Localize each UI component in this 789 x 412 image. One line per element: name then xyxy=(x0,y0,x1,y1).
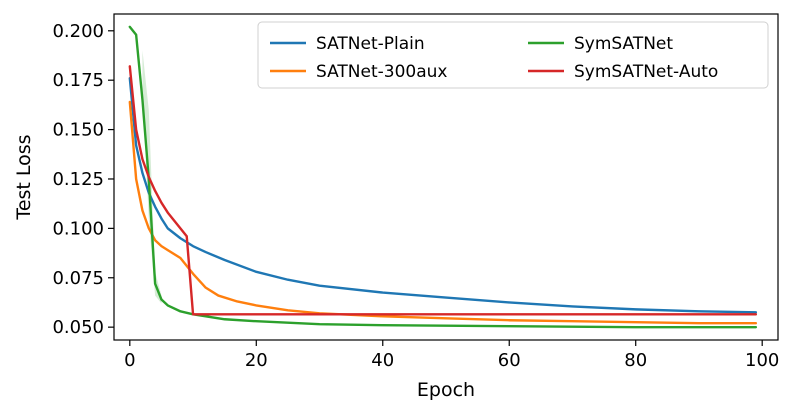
x-tick-label: 20 xyxy=(245,350,268,371)
y-axis-label: Test Loss xyxy=(13,134,35,220)
y-tick-label: 0.150 xyxy=(52,120,104,141)
y-tick-label: 0.100 xyxy=(52,218,104,239)
x-tick-label: 60 xyxy=(498,350,521,371)
symsatnet-line xyxy=(128,25,758,329)
x-tick-label: 0 xyxy=(124,350,135,371)
plot-area-frame xyxy=(113,13,779,341)
y-tick-label: 0.200 xyxy=(52,21,104,42)
y-tick-label: 0.050 xyxy=(52,317,104,338)
y-tick-label: 0.175 xyxy=(52,70,104,91)
x-tick-label: 100 xyxy=(745,350,779,371)
y-tick-label: 0.075 xyxy=(52,268,104,289)
series-lines xyxy=(128,25,758,329)
symsatnet-legend-label: SymSATNet xyxy=(574,34,673,54)
satnet-plain-legend-label: SATNet-Plain xyxy=(316,34,425,54)
satnet-plain-line xyxy=(128,77,758,314)
x-axis: 0 20 40 60 80 100 xyxy=(124,340,779,371)
satnet-300aux-legend-label: SATNet-300aux xyxy=(316,62,447,82)
x-tick-label: 40 xyxy=(371,350,394,371)
legend-box xyxy=(257,21,769,89)
symsatnet-band xyxy=(142,50,162,304)
confidence-bands xyxy=(142,50,162,304)
y-axis: 0.050 0.075 0.100 0.125 0.150 0.175 0.200 xyxy=(52,21,114,338)
x-axis-label: Epoch xyxy=(417,379,475,401)
symsatnet-auto-line xyxy=(128,65,758,316)
x-tick-label: 80 xyxy=(624,350,647,371)
symsatnet-auto-legend-label: SymSATNet-Auto xyxy=(574,62,718,82)
satnet-300aux-line xyxy=(128,100,758,325)
y-tick-label: 0.125 xyxy=(52,169,104,190)
legend: SATNet-Plain SATNet-300aux SymSATNet SymSAT… xyxy=(257,21,769,89)
